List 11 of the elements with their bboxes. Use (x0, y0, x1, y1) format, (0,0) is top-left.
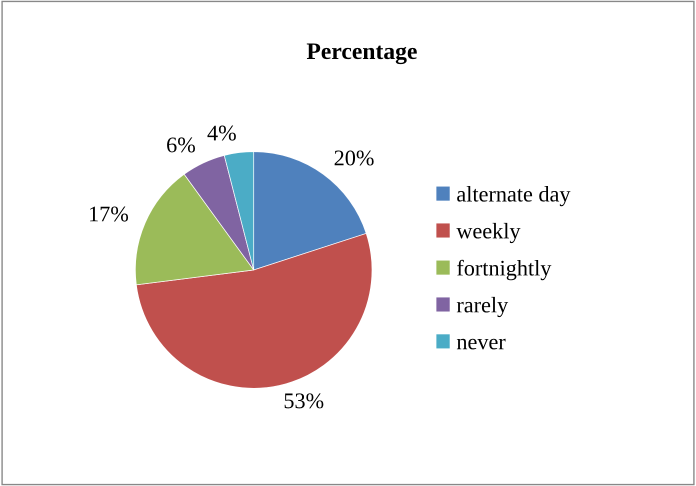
legend-label: rarely (456, 296, 508, 318)
data-label: 17% (90, 206, 128, 222)
data-label: 53% (284, 393, 324, 408)
data-label: 6% (167, 137, 195, 152)
data-label: 20% (334, 150, 374, 166)
legend-label: never (456, 338, 506, 350)
legend-label: alternate day (457, 186, 570, 206)
chart-title: Percentage (306, 43, 417, 64)
legend-label: fortnightly (457, 260, 552, 280)
data-label: 4% (207, 126, 236, 141)
legend-label: weekly (456, 222, 520, 244)
